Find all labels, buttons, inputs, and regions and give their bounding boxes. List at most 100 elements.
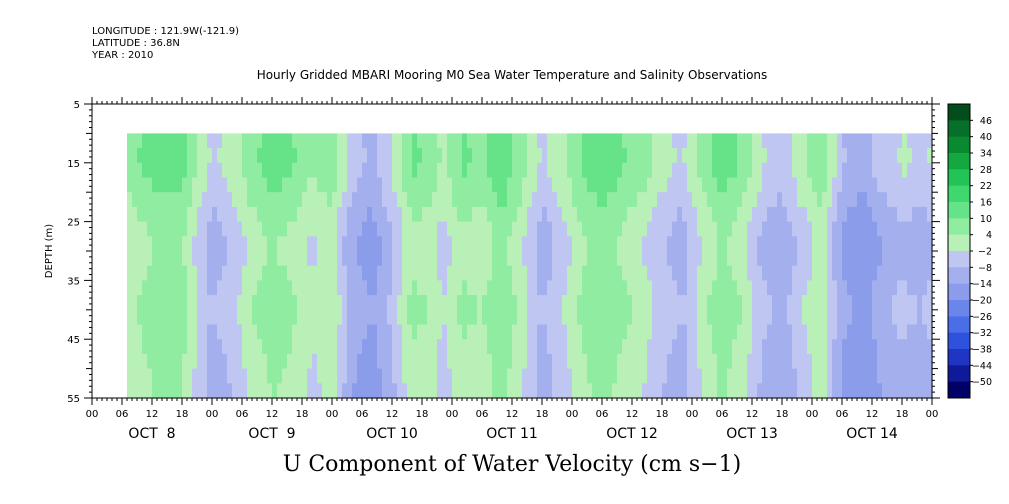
heatmap-cell bbox=[367, 295, 373, 311]
heatmap-cell bbox=[782, 265, 788, 281]
heatmap-cell bbox=[357, 309, 363, 326]
heatmap-cell bbox=[297, 251, 303, 267]
heatmap-cell bbox=[362, 192, 368, 208]
heatmap-cell bbox=[427, 353, 433, 370]
heatmap-cell bbox=[612, 221, 618, 237]
heatmap-cell bbox=[362, 133, 368, 149]
heatmap-cell bbox=[782, 368, 788, 384]
heatmap-cell bbox=[417, 265, 423, 281]
heatmap-cell bbox=[607, 383, 613, 399]
heatmap-cell bbox=[157, 236, 163, 252]
heatmap-cell bbox=[787, 192, 793, 208]
heatmap-cell bbox=[657, 295, 663, 311]
heatmap-cell bbox=[702, 177, 708, 193]
heatmap-cell bbox=[662, 133, 668, 149]
heatmap-cell bbox=[507, 148, 513, 164]
heatmap-cell bbox=[637, 148, 643, 164]
heatmap-cell bbox=[207, 162, 213, 179]
heatmap-cell bbox=[692, 295, 698, 311]
heatmap-cell bbox=[357, 148, 363, 164]
heatmap-cell bbox=[622, 383, 628, 399]
heatmap-cell bbox=[382, 177, 388, 193]
heatmap-cell bbox=[562, 309, 568, 326]
heatmap-cell bbox=[592, 353, 598, 370]
heatmap-cell bbox=[627, 339, 633, 355]
heatmap-cell bbox=[792, 251, 798, 267]
heatmap-cell bbox=[577, 295, 583, 311]
heatmap-cell bbox=[607, 133, 613, 149]
heatmap-cell bbox=[752, 353, 758, 370]
heatmap-cell bbox=[752, 236, 758, 252]
heatmap-cell bbox=[487, 177, 493, 193]
heatmap-cell bbox=[182, 324, 188, 340]
heatmap-cell bbox=[852, 236, 858, 252]
heatmap-cell bbox=[717, 221, 723, 237]
heatmap-cell bbox=[447, 148, 453, 164]
colorbar-swatch bbox=[948, 104, 970, 121]
heatmap-cell bbox=[652, 133, 658, 149]
heatmap-cell bbox=[287, 162, 293, 179]
heatmap-cell bbox=[812, 295, 818, 311]
heatmap-cell bbox=[892, 383, 898, 399]
heatmap-cell bbox=[457, 162, 463, 179]
heatmap-cell bbox=[687, 133, 693, 149]
heatmap-cell bbox=[922, 309, 928, 326]
heatmap-cell bbox=[427, 251, 433, 267]
heatmap-cell bbox=[267, 133, 273, 149]
heatmap-cell bbox=[687, 177, 693, 193]
heatmap-cell bbox=[747, 192, 753, 208]
heatmap-cell bbox=[477, 206, 483, 223]
heatmap-cell bbox=[837, 324, 843, 340]
heatmap-cell bbox=[552, 206, 558, 223]
heatmap-cell bbox=[387, 221, 393, 237]
heatmap-cell bbox=[622, 309, 628, 326]
heatmap-cell bbox=[867, 177, 873, 193]
heatmap-cell bbox=[312, 339, 318, 355]
heatmap-cell bbox=[177, 192, 183, 208]
heatmap-cell bbox=[802, 148, 808, 164]
heatmap-cell bbox=[732, 162, 738, 179]
heatmap-cell bbox=[407, 280, 413, 296]
heatmap-cell bbox=[502, 265, 508, 281]
heatmap-cell bbox=[477, 236, 483, 252]
heatmap-cell bbox=[222, 280, 228, 296]
heatmap-cell bbox=[352, 251, 358, 267]
heatmap-cell bbox=[792, 295, 798, 311]
heatmap-cell bbox=[757, 353, 763, 370]
heatmap-cell bbox=[242, 177, 248, 193]
heatmap-cell bbox=[372, 265, 378, 281]
heatmap-cell bbox=[612, 206, 618, 223]
heatmap-cell bbox=[452, 162, 458, 179]
heatmap-cell bbox=[527, 221, 533, 237]
heatmap-cell bbox=[707, 353, 713, 370]
x-tick-label: 12 bbox=[266, 409, 279, 420]
heatmap-cell bbox=[422, 265, 428, 281]
heatmap-cell bbox=[602, 309, 608, 326]
heatmap-cell bbox=[227, 368, 233, 384]
heatmap-cell bbox=[422, 206, 428, 223]
heatmap-cell bbox=[352, 192, 358, 208]
heatmap-cell bbox=[917, 295, 923, 311]
heatmap-cell bbox=[347, 236, 353, 252]
heatmap-cell bbox=[367, 236, 373, 252]
heatmap-cell bbox=[147, 280, 153, 296]
heatmap-cell bbox=[512, 133, 518, 149]
heatmap-cell bbox=[362, 339, 368, 355]
heatmap-cell bbox=[192, 177, 198, 193]
heatmap-cell bbox=[457, 206, 463, 223]
heatmap-cell bbox=[637, 221, 643, 237]
heatmap-cell bbox=[582, 368, 588, 384]
heatmap-cell bbox=[327, 162, 333, 179]
heatmap-cell bbox=[287, 280, 293, 296]
heatmap-cell bbox=[637, 339, 643, 355]
heatmap-cell bbox=[527, 368, 533, 384]
heatmap-cell bbox=[847, 295, 853, 311]
heatmap-cell bbox=[242, 221, 248, 237]
heatmap-cell bbox=[227, 192, 233, 208]
heatmap-cell bbox=[882, 221, 888, 237]
heatmap-cell bbox=[507, 324, 513, 340]
heatmap-cell bbox=[872, 133, 878, 149]
heatmap-cell bbox=[747, 309, 753, 326]
heatmap-cell bbox=[902, 206, 908, 223]
heatmap-cell bbox=[707, 236, 713, 252]
